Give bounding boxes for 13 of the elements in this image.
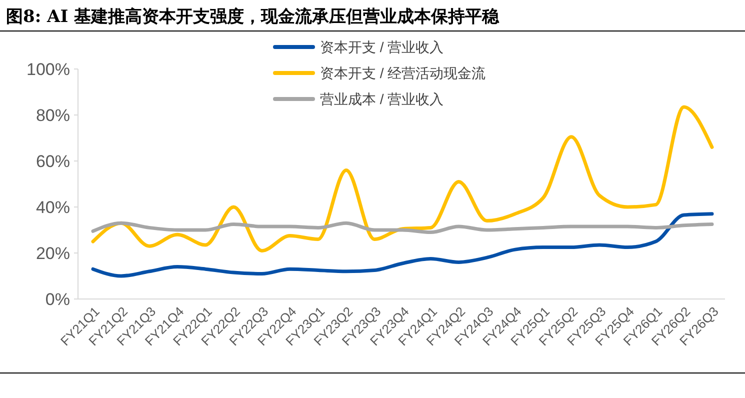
y-tick-label: 100% [26,60,70,79]
y-tick-label: 20% [36,244,70,263]
legend-label: 营业成本 / 营业收入 [320,90,444,107]
y-tick-label: 40% [36,198,70,217]
legend-label: 资本开支 / 经营活动现金流 [320,64,486,81]
line-series [91,212,714,278]
y-tick-label: 0% [45,290,70,309]
y-tick-label: 60% [36,152,70,171]
chart-title: 图8: AI 基建推高资本开支强度，现金流承压但营业成本保持平稳 [6,7,500,27]
legend-label: 资本开支 / 营业收入 [320,38,444,55]
line-series [91,221,714,234]
y-tick-label: 80% [36,106,70,125]
line-series [91,105,714,252]
